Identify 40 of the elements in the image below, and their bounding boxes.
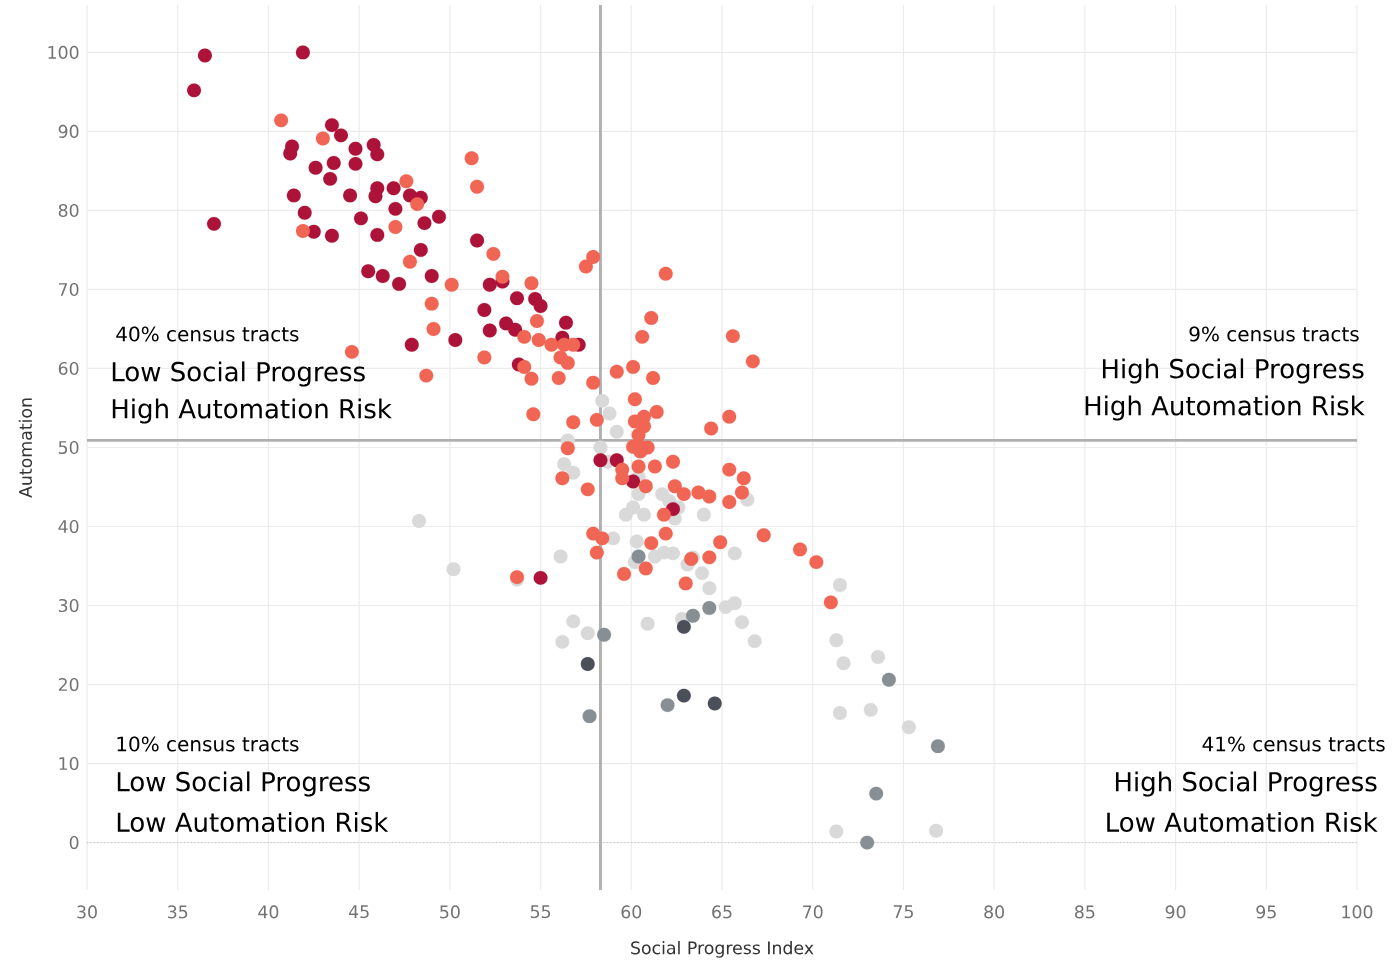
x-tick-label: 85	[1075, 905, 1095, 919]
y-tick-label: 80	[58, 203, 79, 217]
x-tick-label: 40	[258, 905, 279, 919]
x-tick-label: 75	[893, 905, 913, 919]
y-tick-label: 0	[69, 836, 79, 850]
x-tick-label: 60	[621, 905, 642, 919]
x-tick-label: 30	[77, 905, 97, 919]
annotation: High Automation Risk	[112, 398, 392, 424]
annotation: 9% census tracts	[1189, 326, 1359, 342]
y-tick-label: 20	[58, 677, 79, 692]
y-tick-label: 60	[58, 361, 79, 376]
x-tick-label: 80	[984, 905, 1005, 919]
annotation: 10% census tracts	[117, 736, 299, 752]
x-tick-label: 65	[712, 905, 732, 919]
y-tick-label: 70	[58, 282, 79, 297]
x-tick-label: 55	[530, 905, 551, 919]
annotation: Low Social Progress	[117, 771, 370, 797]
y-axis-title: Automation	[18, 398, 33, 498]
x-tick-label: 70	[803, 905, 823, 919]
y-tick-label: 50	[58, 440, 79, 455]
x-tick-label: 35	[168, 905, 188, 919]
x-tick-label: 90	[1165, 905, 1186, 919]
x-axis-title: Social Progress Index	[631, 940, 814, 958]
annotation: High Social Progress	[1115, 771, 1377, 797]
x-tick-label: 50	[440, 905, 460, 919]
annotation: 40% census tracts	[116, 326, 299, 342]
y-tick-label: 10	[59, 757, 79, 771]
y-tick-label: 100	[48, 45, 79, 59]
annotation: 41% census tracts	[1202, 736, 1385, 752]
annotation: Low Automation Risk	[117, 811, 389, 833]
annotation: High Automation Risk	[1085, 395, 1365, 421]
x-tick-label: 95	[1256, 905, 1276, 919]
x-tick-label: 45	[348, 905, 369, 919]
annotation: Low Social Progress	[112, 361, 365, 387]
y-tick-label: 40	[58, 519, 79, 534]
y-tick-label: 90	[58, 124, 79, 138]
x-tick-label: 100	[1342, 905, 1373, 919]
y-tick-label: 30	[58, 598, 79, 613]
annotation: High Social Progress	[1102, 358, 1364, 384]
annotation: Low Automation Risk	[1107, 811, 1378, 833]
